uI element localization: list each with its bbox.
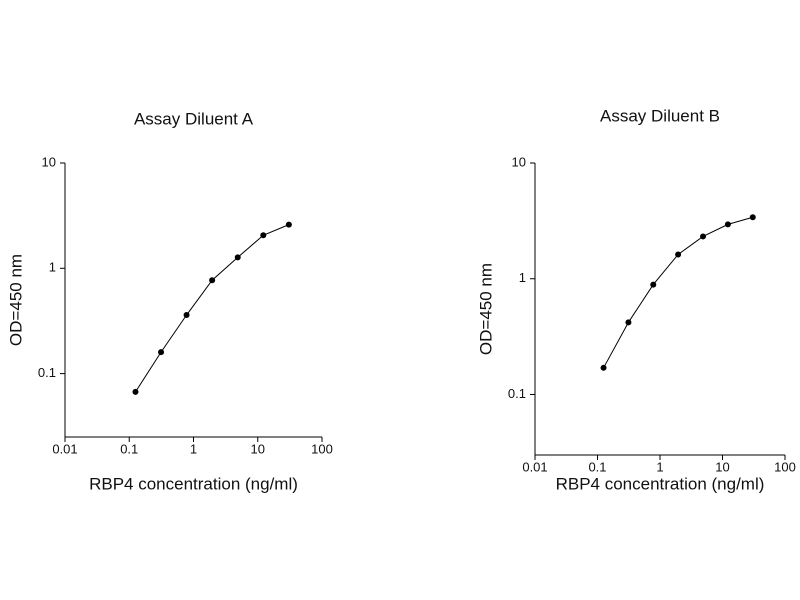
x-tick-label: 100: [311, 441, 333, 456]
y-axis-label: OD=450 nm: [6, 254, 25, 346]
data-point: [234, 254, 241, 261]
x-tick-label: 0.01: [522, 459, 547, 474]
data-point: [209, 277, 216, 284]
y-tick-label: 10: [42, 154, 56, 169]
x-tick-label: 0.1: [120, 441, 138, 456]
y-axis-label: OD=450 nm: [476, 263, 495, 355]
x-tick-label: 1: [656, 459, 663, 474]
data-point: [724, 221, 731, 228]
y-tick-label: 1: [519, 270, 526, 285]
data-point: [260, 232, 267, 239]
x-tick-label: 100: [774, 459, 796, 474]
y-tick-label: 10: [512, 154, 526, 169]
x-axis-label: RBP4 concentration (ng/ml): [89, 474, 298, 493]
x-axis-label: RBP4 concentration (ng/ml): [556, 474, 765, 493]
data-point: [749, 214, 756, 221]
data-point: [675, 251, 682, 258]
data-point: [183, 312, 190, 319]
chart-title: Assay Diluent A: [134, 109, 254, 128]
data-line: [603, 216, 753, 369]
x-tick-label: 0.01: [52, 441, 77, 456]
y-tick-label: 0.1: [508, 386, 526, 401]
data-point: [700, 233, 707, 240]
x-tick-label: 1: [190, 441, 197, 456]
data-point: [158, 349, 165, 356]
data-line: [135, 224, 290, 393]
chart-title: Assay Diluent B: [600, 106, 720, 125]
x-tick-label: 10: [251, 441, 265, 456]
data-point: [132, 388, 139, 395]
data-point: [625, 319, 632, 326]
y-tick-label: 1: [49, 260, 56, 275]
data-point: [285, 221, 292, 228]
x-tick-label: 0.1: [588, 459, 606, 474]
data-point: [650, 281, 657, 288]
x-tick-label: 10: [715, 459, 729, 474]
data-point: [600, 364, 607, 371]
y-tick-label: 0.1: [38, 365, 56, 380]
